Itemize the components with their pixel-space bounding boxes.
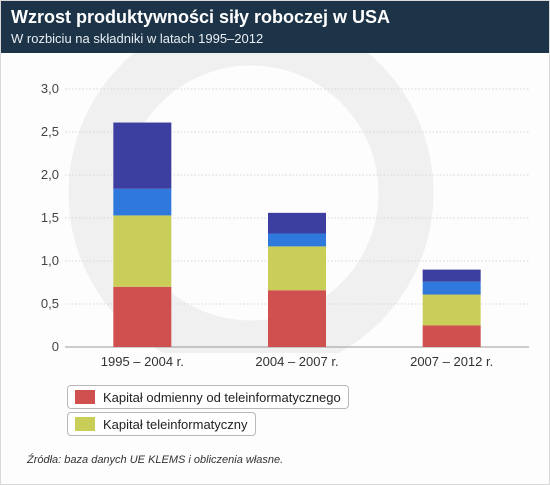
x-category-label: 1995 – 2004 r. (101, 354, 184, 369)
bar-segment (422, 269, 481, 282)
y-tick-label: 2,0 (41, 167, 59, 182)
bar-segment (268, 290, 326, 347)
bar-segment (268, 212, 326, 234)
legend-label-0: Kapitał odmienny od teleinformatycznego (103, 389, 341, 405)
y-tick-label: 2,5 (41, 124, 59, 139)
y-tick-label: 0,5 (41, 296, 59, 311)
legend-item-0: Kapitał odmienny od teleinformatycznego (67, 385, 349, 409)
chart-title: Wzrost produktywności siły roboczej w US… (11, 7, 391, 27)
y-tick-label: 1,0 (41, 253, 59, 268)
bar-segment (113, 215, 172, 287)
bar-segment (113, 286, 172, 347)
legend-label-1: Kapitał teleinformatyczny (103, 416, 248, 432)
y-tick-label: 0 (52, 339, 59, 354)
labels-layer: 0 0,5 1,0 1,5 2,0 2,5 3,0 1995 – 2004 r. 2004 – … (41, 81, 493, 369)
bar-segment (268, 233, 326, 247)
legend-swatch-0 (75, 390, 95, 404)
bar-segment (422, 325, 481, 347)
bar-segment (422, 294, 481, 326)
bar-segment (113, 188, 172, 216)
chart-area: 0 0,5 1,0 1,5 2,0 2,5 3,0 1995 – 2004 r. 2004 – … (41, 81, 529, 369)
bar-segment (113, 122, 172, 189)
bar-segment (422, 281, 481, 295)
y-tick-label: 1,5 (41, 210, 59, 225)
legend-item-1: Kapitał teleinformatyczny (67, 412, 256, 436)
y-tick-label: 3,0 (41, 81, 59, 96)
watermark-logo (68, 53, 434, 353)
bars-layer (113, 122, 481, 347)
chart-subtitle: W rozbiciu na składniki w latach 1995–20… (11, 31, 264, 46)
x-category-label: 2004 – 2007 r. (255, 354, 338, 369)
chart-header: Wzrost produktywności siły roboczej w US… (1, 1, 549, 53)
x-category-label: 2007 – 2012 r. (410, 354, 493, 369)
legend-swatch-1 (75, 417, 95, 431)
bar-segment (268, 246, 326, 291)
source-note: Źródła: baza danych UE KLEMS i obliczeni… (27, 454, 284, 466)
